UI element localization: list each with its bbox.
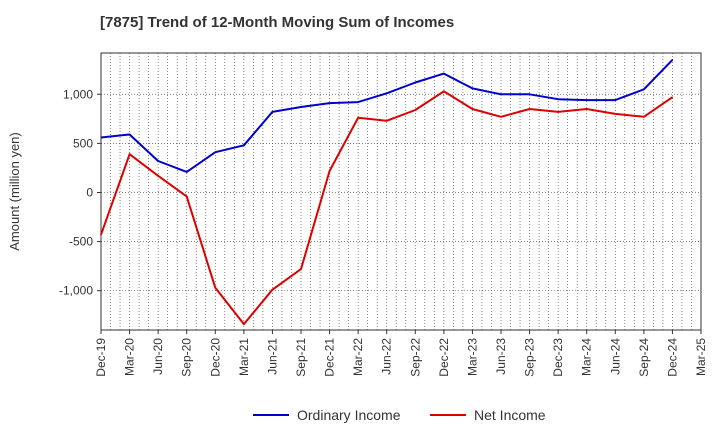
data-point-ordinary-income	[157, 160, 159, 162]
data-point-net-income	[186, 195, 188, 198]
x-tick-label: Jun-22	[380, 338, 394, 375]
x-tick-label: Sep-21	[294, 338, 308, 377]
data-point-net-income	[614, 113, 616, 115]
data-point-net-income	[528, 108, 531, 110]
data-point-net-income	[443, 90, 445, 92]
data-point-ordinary-income	[300, 106, 302, 108]
x-tick-label: Dec-20	[208, 338, 222, 377]
legend-swatch-net-income	[430, 414, 466, 416]
axis-labels: 1,000 500 0 -500 -1,000 Dec-19 Mar-20 Jun-20 Sep…	[7, 87, 708, 376]
data-point-ordinary-income	[528, 93, 531, 95]
data-point-net-income	[671, 96, 674, 98]
data-point-ordinary-income	[471, 87, 474, 89]
x-tick-label: Mar-20	[123, 338, 137, 376]
data-point-net-income	[300, 268, 302, 270]
y-tick-label: -500	[69, 235, 93, 249]
data-point-net-income	[243, 323, 245, 325]
x-tick-label: Sep-23	[523, 338, 537, 377]
chart-title: [7875] Trend of 12-Month Moving Sum of I…	[100, 14, 455, 31]
data-point-ordinary-income	[414, 81, 416, 84]
x-tick-label: Mar-25	[694, 338, 708, 376]
data-point-net-income	[328, 170, 331, 172]
data-point-ordinary-income	[671, 59, 674, 61]
x-tick-label: Mar-23	[465, 338, 479, 376]
x-tick-label: Jun-24	[608, 338, 622, 375]
data-point-net-income	[100, 234, 102, 236]
plot-frame	[100, 52, 702, 331]
x-tick-label: Dec-19	[94, 338, 108, 377]
data-point-ordinary-income	[100, 136, 102, 139]
y-tick-label: 1,000	[63, 87, 93, 101]
y-tick-label: -1,000	[59, 284, 93, 298]
x-tick-label: Dec-24	[665, 338, 679, 377]
axes	[97, 52, 702, 334]
data-point-ordinary-income	[243, 144, 245, 146]
data-point-ordinary-income	[328, 102, 331, 104]
x-tick-label: Sep-24	[637, 338, 651, 377]
x-tick-label: Sep-22	[408, 338, 422, 377]
data-point-ordinary-income	[614, 99, 616, 101]
data-point-ordinary-income	[186, 171, 188, 173]
legend-item-ordinary-income: Ordinary Income	[253, 404, 400, 426]
x-tick-label: Jun-23	[494, 338, 508, 375]
y-tick-label: 500	[73, 136, 93, 150]
data-point-ordinary-income	[643, 88, 645, 90]
data-point-ordinary-income	[357, 101, 359, 103]
data-point-net-income	[357, 117, 359, 119]
x-tick-label: Sep-20	[180, 338, 194, 377]
grid-lines	[101, 53, 701, 330]
legend-swatch-ordinary-income	[253, 414, 289, 416]
data-point-net-income	[586, 108, 588, 110]
data-point-net-income	[557, 111, 559, 113]
data-point-ordinary-income	[386, 92, 388, 94]
data-point-ordinary-income	[214, 151, 216, 153]
data-point-net-income	[386, 120, 388, 122]
data-point-net-income	[214, 287, 216, 289]
x-tick-label: Mar-21	[237, 338, 251, 376]
x-tick-label: Mar-22	[351, 338, 365, 376]
data-point-net-income	[271, 289, 274, 291]
data-point-net-income	[500, 116, 502, 118]
data-point-net-income	[471, 108, 474, 110]
x-tick-label: Jun-21	[265, 338, 279, 375]
y-axis-title: Amount (million yen)	[7, 132, 22, 251]
data-point-ordinary-income	[586, 99, 588, 101]
data-point-ordinary-income	[500, 93, 502, 95]
data-point-ordinary-income	[271, 111, 274, 113]
data-point-net-income	[157, 175, 159, 177]
x-tick-label: Jun-20	[151, 338, 165, 375]
data-point-net-income	[643, 116, 645, 118]
legend-item-net-income: Net Income	[430, 404, 546, 426]
legend-label-net-income: Net Income	[474, 407, 546, 423]
data-point-net-income	[128, 153, 131, 155]
legend: Ordinary Income Net Income	[0, 404, 720, 426]
data-point-ordinary-income	[128, 133, 131, 136]
data-point-ordinary-income	[557, 98, 559, 100]
series-lines	[100, 59, 674, 326]
x-tick-label: Dec-23	[551, 338, 565, 377]
y-tick-label: 0	[86, 185, 93, 199]
data-point-ordinary-income	[443, 73, 445, 75]
x-tick-label: Dec-22	[437, 338, 451, 377]
data-point-net-income	[414, 109, 416, 111]
legend-label-ordinary-income: Ordinary Income	[297, 407, 401, 423]
x-tick-label: Dec-21	[323, 338, 337, 377]
series-line-net-income	[100, 90, 673, 326]
x-tick-label: Mar-24	[580, 338, 594, 376]
